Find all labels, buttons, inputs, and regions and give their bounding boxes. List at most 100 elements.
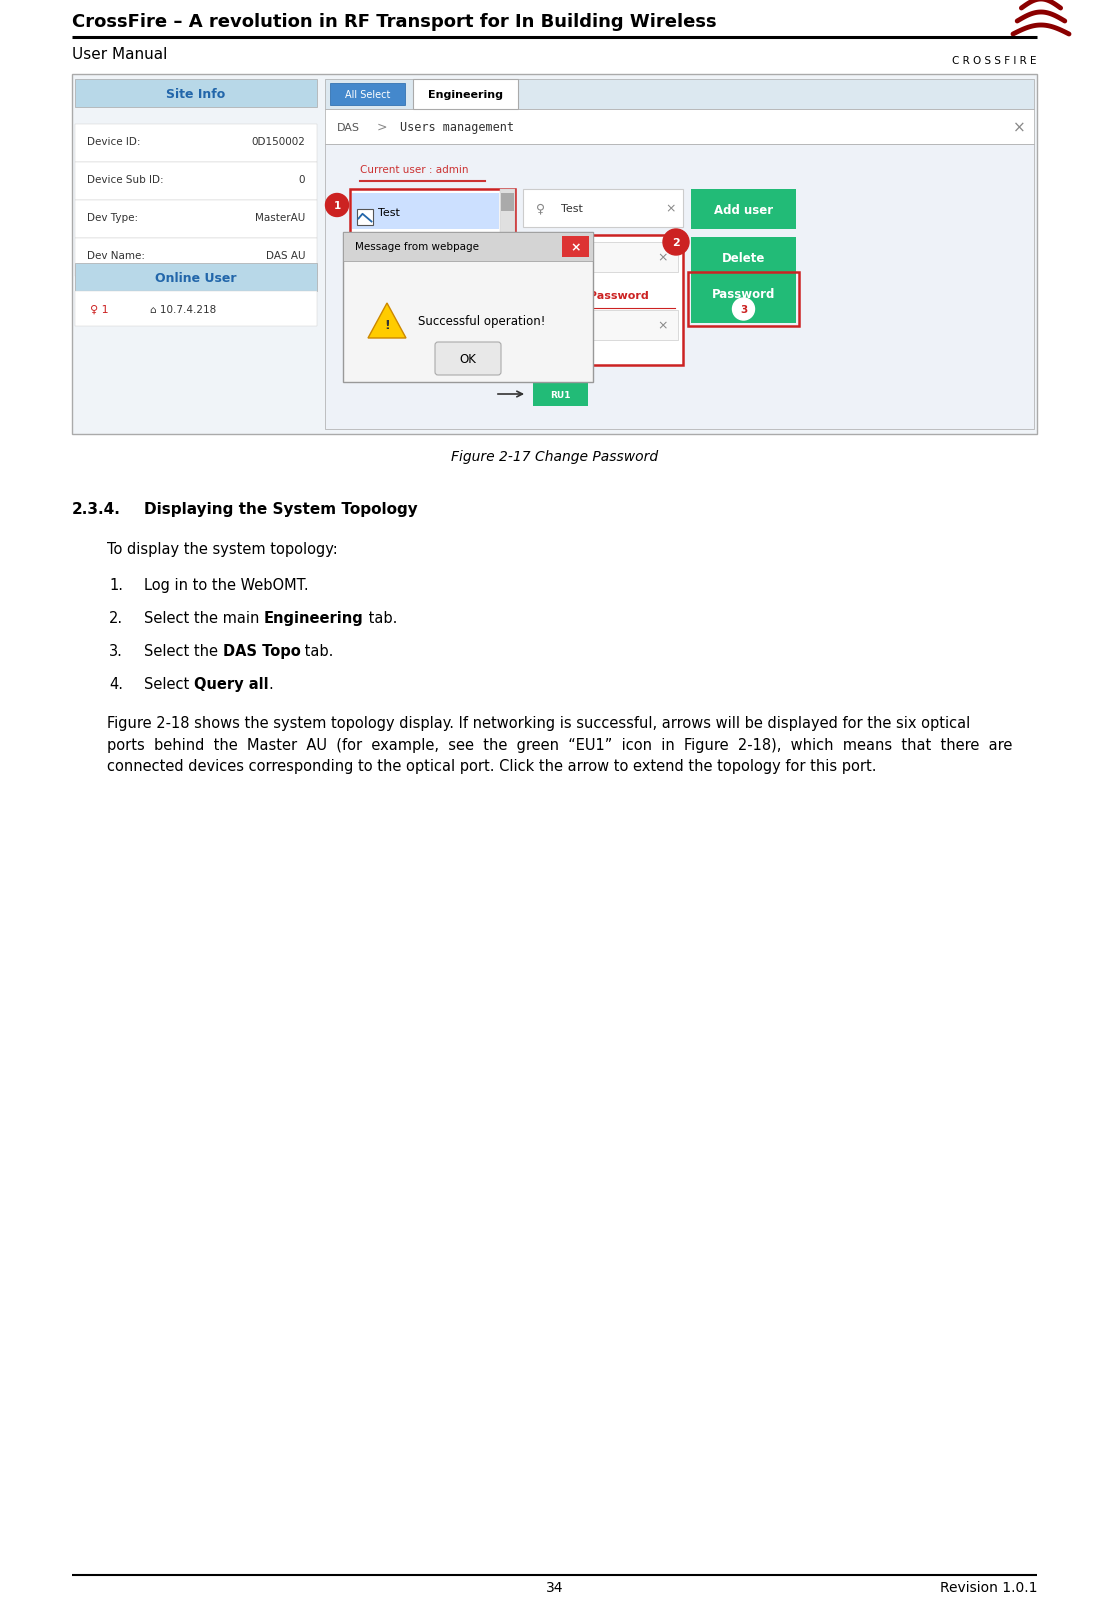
Text: DAS Topo: DAS Topo (223, 643, 301, 659)
Text: 2.: 2. (109, 611, 123, 625)
Text: Test: Test (561, 204, 583, 214)
Text: To display the system topology:: To display the system topology: (106, 542, 338, 556)
Text: Dev Name:: Dev Name: (87, 251, 145, 260)
Text: Users management: Users management (400, 121, 513, 133)
Text: Password: Password (712, 288, 775, 301)
Text: ♀ 1: ♀ 1 (90, 304, 109, 315)
Text: User Manual: User Manual (72, 47, 167, 63)
Bar (523, 236, 683, 366)
Text: ×: × (1013, 121, 1026, 135)
Text: Select the main: Select the main (144, 611, 264, 625)
Text: Delete: Delete (722, 251, 765, 264)
Circle shape (733, 299, 754, 321)
Text: MasterAU: MasterAU (255, 212, 305, 223)
Circle shape (663, 230, 689, 256)
Text: Message from webpage: Message from webpage (355, 243, 479, 252)
Bar (357, 238, 373, 254)
Text: .: . (268, 677, 273, 691)
Bar (325, 80, 1034, 109)
Bar (75, 162, 317, 201)
Polygon shape (368, 304, 406, 339)
Text: Device ID:: Device ID: (87, 137, 141, 146)
Text: ×: × (665, 202, 676, 215)
Text: Current user : admin: Current user : admin (360, 166, 468, 175)
Bar (75, 201, 317, 239)
Text: Figure 2-17 Change Password: Figure 2-17 Change Password (451, 450, 658, 464)
Text: OK: OK (459, 354, 477, 366)
Text: 34: 34 (546, 1580, 563, 1594)
Text: Engineering: Engineering (264, 611, 364, 625)
Bar (413, 80, 518, 109)
Text: RU1: RU1 (550, 391, 571, 399)
Text: 2: 2 (672, 238, 680, 247)
Text: Test: Test (378, 207, 400, 217)
Text: •••••: ••••• (538, 320, 574, 333)
Text: New Password: New Password (558, 291, 649, 301)
Text: CrossFire – A revolution in RF Transport for In Building Wireless: CrossFire – A revolution in RF Transport… (72, 13, 716, 31)
Text: 3.: 3. (109, 643, 123, 659)
Text: 1.: 1. (109, 577, 123, 593)
Text: admin: admin (378, 241, 414, 251)
Text: Figure 2-18 shows the system topology display. If networking is successful, arro: Figure 2-18 shows the system topology di… (106, 715, 1013, 773)
Text: >: > (377, 121, 387, 133)
Text: Query all: Query all (194, 677, 268, 691)
Bar (691, 238, 796, 278)
Text: Device Sub ID:: Device Sub ID: (87, 175, 164, 185)
Text: tab.: tab. (364, 611, 397, 625)
Text: ♀: ♀ (537, 202, 546, 215)
FancyBboxPatch shape (435, 342, 501, 376)
Bar (343, 233, 593, 382)
Text: Dev Type:: Dev Type: (87, 212, 139, 223)
Text: Displaying the System Topology: Displaying the System Topology (144, 501, 418, 517)
Bar (688, 273, 798, 326)
Bar (325, 145, 1034, 429)
Text: ×: × (658, 320, 668, 333)
Text: C R O S S F I R E: C R O S S F I R E (953, 56, 1037, 66)
Text: Successful operation!: Successful operation! (418, 315, 546, 328)
Bar (533, 382, 588, 407)
Text: Revision 1.0.1: Revision 1.0.1 (939, 1580, 1037, 1594)
Text: 1: 1 (334, 201, 340, 211)
Bar (691, 190, 796, 230)
Bar (528, 310, 678, 341)
Text: ⌂ 10.7.4.218: ⌂ 10.7.4.218 (150, 304, 216, 315)
Text: Site Info: Site Info (166, 87, 225, 100)
Bar (75, 125, 317, 162)
Bar (350, 190, 515, 262)
Bar (691, 276, 796, 323)
Text: Select the: Select the (144, 643, 223, 659)
Text: !: ! (384, 318, 390, 331)
Bar (357, 211, 373, 225)
Bar (501, 194, 513, 212)
Bar (325, 109, 1034, 145)
Text: tab.: tab. (301, 643, 334, 659)
Bar (523, 190, 683, 228)
Bar (75, 292, 317, 326)
Circle shape (326, 194, 348, 217)
Bar (352, 194, 499, 230)
Text: 0: 0 (298, 175, 305, 185)
Text: Select: Select (144, 677, 194, 691)
Text: Log in to the WebOMT.: Log in to the WebOMT. (144, 577, 308, 593)
Text: 0D150002: 0D150002 (251, 137, 305, 146)
Text: •••••: ••••• (538, 251, 574, 264)
Bar (343, 233, 593, 262)
Text: 2.3.4.: 2.3.4. (72, 501, 121, 517)
Text: Engineering: Engineering (428, 90, 503, 100)
Text: Add user: Add user (714, 204, 773, 217)
Text: ×: × (570, 241, 581, 254)
Bar (72, 76, 1037, 435)
Text: All Select: All Select (345, 90, 390, 100)
Text: 4.: 4. (109, 677, 123, 691)
Text: Online User: Online User (155, 272, 236, 284)
Text: DAS: DAS (337, 122, 360, 132)
Bar (75, 239, 317, 276)
Bar (500, 190, 515, 262)
Bar (330, 84, 405, 106)
Text: 3: 3 (740, 305, 747, 315)
Bar (75, 80, 317, 108)
Bar (562, 236, 589, 257)
Bar (528, 243, 678, 273)
Bar (75, 264, 317, 292)
Text: ×: × (658, 251, 668, 264)
